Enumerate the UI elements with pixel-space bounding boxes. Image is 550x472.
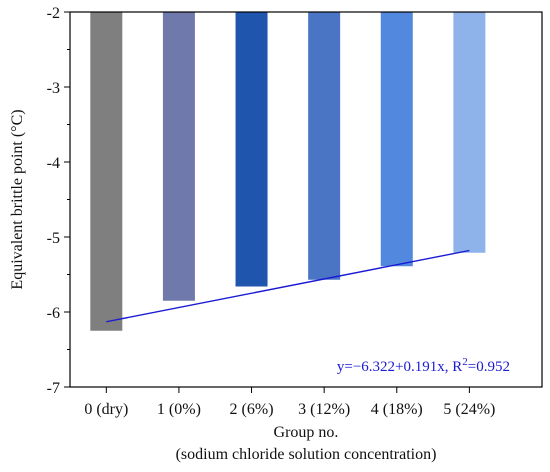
x-axis: 0 (dry) 1 (0%) 2 (6%) 3 (12%) 4 (18%) 5 (24%) bbox=[84, 387, 495, 418]
fit-line-group bbox=[106, 249, 470, 323]
bar-4 bbox=[380, 12, 413, 267]
x-tick-label-5: 5 (24%) bbox=[443, 401, 495, 418]
bar-0 bbox=[90, 12, 123, 331]
y-axis-title: Equivalent brittle point (°C) bbox=[9, 109, 26, 289]
x-axis-title: Group no. bbox=[274, 424, 339, 441]
fit-equation-main: y=−6.322+0.191x, R bbox=[337, 359, 462, 375]
y-tick-label-1: -3 bbox=[47, 80, 60, 97]
x-axis-subtitle: (sodium chloride solution concentration) bbox=[176, 446, 437, 463]
y-tick-label-0: -2 bbox=[47, 5, 60, 22]
y-axis: -2 -3 -4 -5 -6 -7 bbox=[47, 5, 70, 397]
fit-equation-label: y=−6.322+0.191x, R2=0.952 bbox=[337, 356, 510, 375]
bar-1 bbox=[162, 12, 195, 301]
x-tick-label-2: 2 (6%) bbox=[230, 401, 274, 418]
y-tick-label-3: -5 bbox=[47, 230, 60, 247]
bar-5 bbox=[453, 12, 486, 253]
y-tick-label-4: -6 bbox=[47, 305, 60, 322]
fit-line bbox=[106, 249, 470, 323]
x-tick-label-0: 0 (dry) bbox=[84, 401, 128, 418]
y-tick-label-5: -7 bbox=[47, 380, 60, 397]
bar-2 bbox=[235, 12, 268, 287]
fit-equation-superscript: 2 bbox=[462, 356, 468, 368]
fit-equation-tail: =0.952 bbox=[468, 359, 510, 375]
x-tick-label-3: 3 (12%) bbox=[298, 401, 350, 418]
bar-3 bbox=[308, 12, 341, 280]
bar-group bbox=[90, 12, 486, 331]
y-tick-label-2: -4 bbox=[47, 155, 60, 172]
x-tick-label-1: 1 (0%) bbox=[157, 401, 201, 418]
x-tick-label-4: 4 (18%) bbox=[371, 401, 423, 418]
